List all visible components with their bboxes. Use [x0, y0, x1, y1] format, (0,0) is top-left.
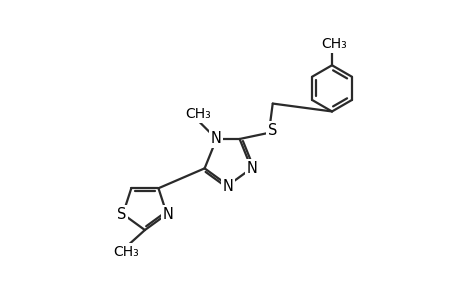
Text: CH₃: CH₃	[113, 244, 139, 259]
Text: CH₃: CH₃	[321, 38, 347, 52]
Text: N: N	[162, 207, 174, 222]
Text: CH₃: CH₃	[185, 107, 210, 121]
Text: N: N	[246, 161, 257, 176]
Text: S: S	[117, 207, 126, 222]
Text: N: N	[210, 131, 221, 146]
Text: N: N	[222, 178, 233, 194]
Text: S: S	[268, 123, 277, 138]
